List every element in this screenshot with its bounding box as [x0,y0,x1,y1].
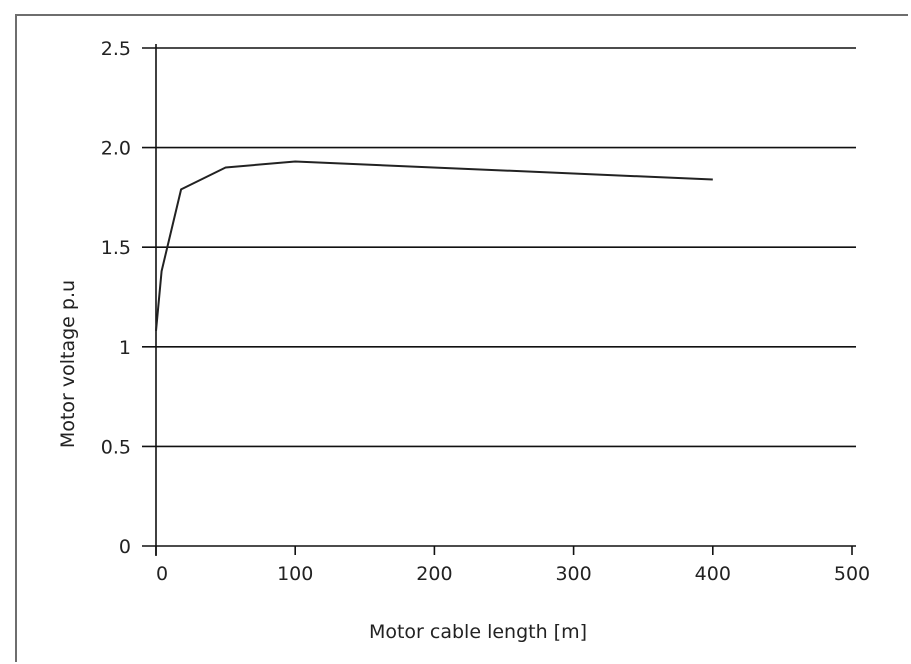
y-tick-label: 0.5 [101,436,131,458]
y-tick-label: 2.5 [101,38,131,60]
y-axis-label: Motor voltage p.u [57,280,79,448]
grid-lines [142,47,856,448]
y-tick-label: 1.5 [101,237,131,259]
x-tick-label: 200 [416,563,452,585]
x-tick-label: 400 [695,563,731,585]
series-layer [155,160,713,331]
x-tick-label: 0 [156,563,168,585]
x-tick-label: 300 [555,563,591,585]
x-axis-label: Motor cable length [m] [369,621,587,643]
x-tick-label: 500 [834,563,870,585]
x-tick-label: 100 [277,563,313,585]
y-tick-label: 0 [119,536,131,558]
x-tick-labels: 0 100 200 300 400 500 [156,563,870,585]
y-tick-labels: 0 0.5 1 1.5 2.0 2.5 [101,38,131,558]
axes [142,44,856,556]
chart-frame [15,14,908,662]
y-tick-label: 1 [119,337,131,359]
series-line [155,160,713,331]
y-tick-label: 2.0 [101,138,131,160]
